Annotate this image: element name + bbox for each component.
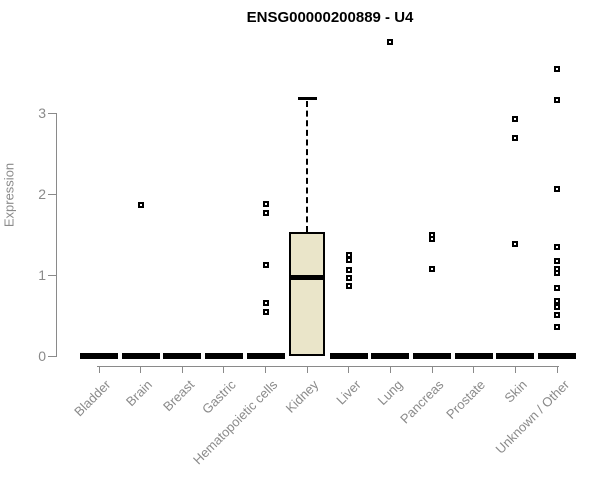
x-tick-label: Unknown / Other (492, 377, 572, 457)
outlier-point (554, 297, 561, 304)
zero-box (371, 353, 410, 359)
x-tick-label: Prostate (443, 377, 489, 422)
zero-box (246, 353, 285, 359)
y-tick (48, 355, 56, 357)
outlier-point (554, 243, 561, 250)
x-tick-label: Pancreas (397, 377, 447, 427)
y-tick (48, 193, 56, 195)
outlier-point (137, 202, 144, 209)
zero-box (496, 353, 535, 359)
x-tick (223, 366, 225, 373)
outlier-point (262, 209, 269, 216)
outlier-point (512, 135, 519, 142)
whisker-line (306, 100, 309, 233)
zero-box (204, 353, 243, 359)
x-tick (556, 366, 558, 373)
outlier-point (345, 283, 352, 290)
x-tick (431, 366, 433, 373)
outlier-point (554, 311, 561, 318)
outlier-point (345, 275, 352, 282)
x-tick-label: Skin (501, 377, 531, 406)
x-tick (265, 366, 267, 373)
outlier-point (512, 115, 519, 122)
outlier-point (554, 186, 561, 193)
y-tick-label: 3 (38, 105, 46, 121)
outlier-point (345, 256, 352, 263)
zero-box (121, 353, 160, 359)
y-tick (48, 112, 56, 114)
outlier-point (262, 262, 269, 269)
y-tick (48, 274, 56, 276)
outlier-point (554, 66, 561, 73)
whisker-cap (297, 96, 317, 100)
x-tick-label: Liver (332, 377, 364, 408)
x-tick (140, 366, 142, 373)
x-tick (348, 366, 350, 373)
outlier-point (262, 300, 269, 307)
chart-title: ENSG00000200889 - U4 (246, 9, 414, 26)
outlier-point (512, 241, 519, 248)
box (289, 232, 326, 356)
zero-box (80, 353, 118, 359)
outlier-point (345, 267, 352, 274)
y-tick-label: 0 (38, 348, 46, 364)
x-tick-label: Lung (374, 377, 406, 409)
x-tick-label: Gastric (198, 377, 239, 417)
x-tick (473, 366, 475, 373)
x-axis-line (97, 366, 559, 367)
x-tick-label: Bladder (71, 377, 114, 420)
outlier-point (429, 265, 436, 272)
outlier-point (429, 236, 436, 243)
outlier-point (554, 323, 561, 330)
outlier-point (554, 270, 561, 277)
x-tick-label: Kidney (283, 377, 322, 416)
median-line (289, 274, 326, 280)
zero-box (163, 353, 202, 359)
outlier-point (387, 38, 394, 45)
y-tick-label: 1 (38, 267, 46, 283)
zero-box (538, 353, 577, 359)
zero-box (413, 353, 452, 359)
x-tick (306, 366, 308, 373)
outlier-point (554, 258, 561, 265)
x-tick-label: Breast (159, 377, 197, 415)
outlier-point (262, 309, 269, 316)
y-axis-title: Expression (1, 162, 17, 228)
y-tick-label: 2 (38, 186, 46, 202)
outlier-point (554, 303, 561, 310)
outlier-point (554, 97, 561, 104)
x-tick (181, 366, 183, 373)
x-tick-label: Brain (123, 377, 156, 410)
zero-box (454, 353, 493, 359)
x-tick (514, 366, 516, 373)
x-tick (389, 366, 391, 373)
outlier-point (262, 200, 269, 207)
x-tick (98, 366, 100, 373)
outlier-point (554, 284, 561, 291)
zero-box (329, 353, 368, 359)
y-axis-line (56, 113, 57, 357)
